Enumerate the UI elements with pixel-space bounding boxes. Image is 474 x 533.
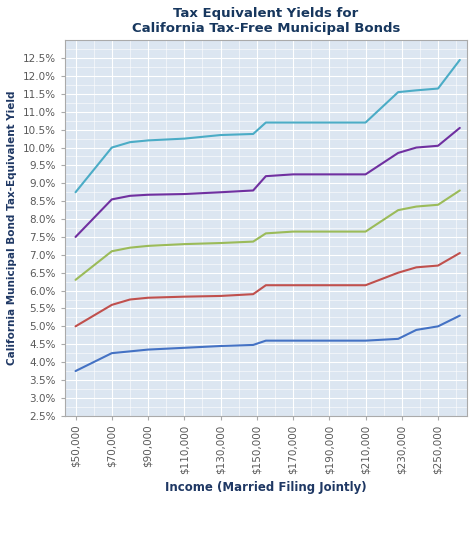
Y-axis label: California Municipal Bond Tax-Equivalent Yield: California Municipal Bond Tax-Equivalent… bbox=[7, 91, 17, 365]
Title: Tax Equivalent Yields for
California Tax-Free Municipal Bonds: Tax Equivalent Yields for California Tax… bbox=[132, 7, 400, 35]
X-axis label: Income (Married Filing Jointly): Income (Married Filing Jointly) bbox=[165, 481, 367, 494]
